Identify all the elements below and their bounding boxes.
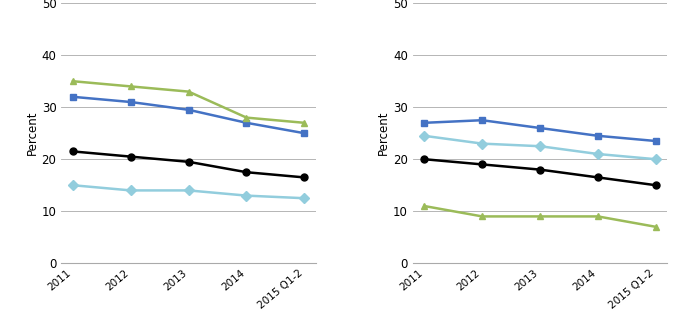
Hispanic xyxy=(594,152,602,156)
Y-axis label: Percent: Percent xyxy=(377,111,390,155)
Not Poor xyxy=(127,188,135,192)
Line: Asian: Asian xyxy=(421,203,659,230)
Total xyxy=(242,170,251,174)
Line: Hispanic: Hispanic xyxy=(421,132,659,163)
Line: Poor: Poor xyxy=(69,93,308,137)
Not Poor xyxy=(69,183,77,187)
Total xyxy=(300,176,308,179)
White xyxy=(420,157,428,161)
Not Poor xyxy=(242,194,251,197)
Not Poor xyxy=(300,196,308,200)
Hispanic xyxy=(652,157,660,161)
Line: Total: Total xyxy=(69,148,308,181)
White xyxy=(652,183,660,187)
Line: Near Poor: Near Poor xyxy=(69,78,308,126)
Asian xyxy=(536,214,544,218)
Poor xyxy=(69,95,77,99)
Line: Not Poor: Not Poor xyxy=(69,182,308,202)
Asian xyxy=(478,214,486,218)
Y-axis label: Percent: Percent xyxy=(26,111,39,155)
Black xyxy=(478,118,486,122)
White xyxy=(478,162,486,166)
Not Poor xyxy=(185,188,193,192)
Hispanic xyxy=(478,142,486,145)
Poor xyxy=(127,100,135,104)
Asian xyxy=(594,214,602,218)
Total xyxy=(185,160,193,164)
Asian xyxy=(652,225,660,229)
Near Poor xyxy=(185,90,193,93)
Black xyxy=(420,121,428,125)
Total xyxy=(69,150,77,153)
Asian xyxy=(420,204,428,208)
Line: Black: Black xyxy=(421,117,659,144)
Near Poor xyxy=(242,116,251,119)
Total xyxy=(127,155,135,159)
Black xyxy=(594,134,602,138)
Near Poor xyxy=(127,84,135,88)
White xyxy=(594,176,602,179)
Line: White: White xyxy=(421,156,659,189)
Poor xyxy=(242,121,251,125)
Poor xyxy=(300,131,308,135)
White xyxy=(536,168,544,171)
Black xyxy=(652,139,660,143)
Poor xyxy=(185,108,193,112)
Black xyxy=(536,126,544,130)
Hispanic xyxy=(420,134,428,138)
Hispanic xyxy=(536,144,544,148)
Near Poor xyxy=(300,121,308,125)
Near Poor xyxy=(69,79,77,83)
